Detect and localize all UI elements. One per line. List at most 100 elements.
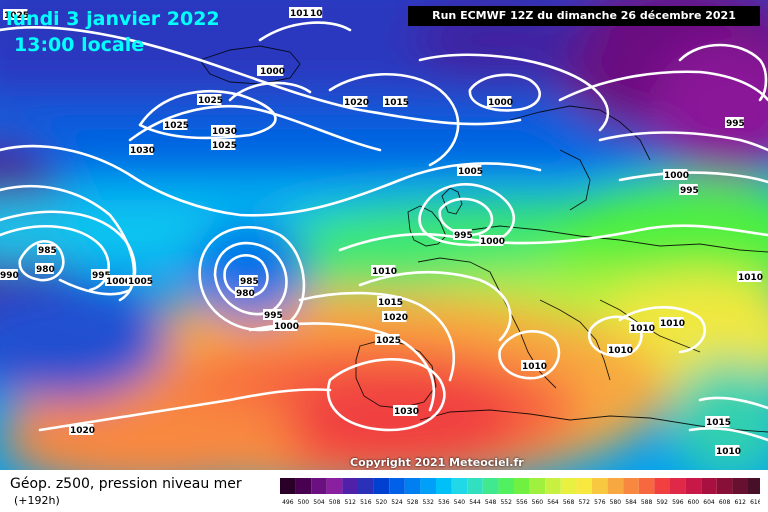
- isobar-label-bg: [382, 311, 407, 322]
- isobar-labels: 1025101010103010251020101510009951025103…: [0, 7, 763, 457]
- isobar-label-bg: [211, 125, 236, 136]
- isobar-label: 1005: [128, 277, 153, 287]
- scale-tick-label: 524: [391, 499, 403, 506]
- forecast-map: 1025101010103010251020101510009951025103…: [0, 0, 768, 470]
- scale-swatch: [670, 478, 686, 494]
- scale-swatch: [482, 478, 499, 494]
- isobar-label-bg: [393, 405, 418, 416]
- lead-time: (+192h): [14, 494, 60, 507]
- isobar-label-bg: [239, 275, 258, 286]
- scale-tick-label: 528: [407, 499, 419, 506]
- forecast-date: lundi 3 janvier 2022: [6, 8, 220, 30]
- isobar-label-bg: [91, 269, 110, 280]
- isobar-label: 1000: [664, 171, 689, 181]
- scale-swatch: [529, 478, 546, 494]
- isobar-label: 10: [310, 9, 323, 19]
- scale-swatch: [358, 478, 374, 494]
- isobar-label: 1030: [394, 407, 419, 417]
- scale-swatch: [685, 478, 702, 494]
- isobar-label-bg: [487, 96, 512, 107]
- isobar-label-bg: [457, 165, 482, 176]
- scale-swatch: [576, 478, 592, 494]
- isobar-label-bg: [69, 424, 94, 435]
- scale-swatch: [389, 478, 405, 494]
- isobar-label-bg: [679, 184, 698, 195]
- scale-swatch: [467, 478, 483, 494]
- isobar-label-bg: [0, 269, 18, 280]
- isobar-label-bg: [259, 65, 284, 76]
- scale-tick-label: 500: [298, 499, 310, 506]
- scale-tick-label: 588: [641, 499, 653, 506]
- scale-swatch: [701, 478, 717, 494]
- isobar-label: 1010: [660, 319, 685, 329]
- isobar-label-bg: [521, 360, 546, 371]
- scale-tick-label: 540: [454, 499, 466, 506]
- isobar-label-bg: [211, 139, 236, 150]
- scale-tick-label: 576: [594, 499, 606, 506]
- isobar-label-bg: [479, 235, 504, 246]
- isobar-label-bg: [235, 287, 254, 298]
- isobar-label: 1025: [164, 121, 189, 131]
- scale-swatch: [436, 478, 452, 494]
- scale-tick-label: 580: [610, 499, 622, 506]
- isobar-label: 1000: [260, 67, 285, 77]
- scale-tick-label: 532: [422, 499, 434, 506]
- scale-swatch: [373, 478, 390, 494]
- isobar-label: 1005: [458, 167, 483, 177]
- isobar-label-bg: [659, 317, 684, 328]
- scale-swatch: [342, 478, 358, 494]
- isobar-label: 980: [36, 265, 55, 275]
- isobar-label: 1010: [372, 267, 397, 277]
- isobar-label: 1030: [130, 146, 155, 156]
- scale-tick-label: 520: [376, 499, 388, 506]
- isobar-label-bg: [127, 275, 152, 286]
- scale-tick-label: 560: [532, 499, 544, 506]
- isobar-label: 1015: [384, 98, 409, 108]
- isobar-label: 985: [38, 246, 57, 256]
- scale-tick-label: 556: [516, 499, 528, 506]
- scale-tick-label: 616: [750, 499, 760, 506]
- isobar-label-bg: [343, 96, 368, 107]
- isobar-label: 1025: [376, 336, 401, 346]
- isobar-label: 985: [240, 277, 259, 287]
- isobar-label: 1015: [706, 418, 731, 428]
- forecast-time: 13:00 locale: [14, 34, 145, 56]
- isobar-label-bg: [309, 7, 323, 18]
- isobar-label: 1000: [488, 98, 513, 108]
- isobar-label: 995: [726, 119, 745, 129]
- isobar-label: 1000: [480, 237, 505, 247]
- scale-swatch: [732, 478, 748, 494]
- scale-swatch: [514, 478, 530, 494]
- scale-tick-label: 512: [344, 499, 356, 506]
- scale-tick-label: 584: [625, 499, 637, 506]
- isobar-label: 1010: [716, 447, 741, 457]
- scale-swatch: [326, 478, 343, 494]
- scale-tick-label: 608: [719, 499, 731, 506]
- isobar-label: 1000: [274, 322, 299, 332]
- scale-swatch: [654, 478, 670, 494]
- isobar-label-bg: [629, 322, 654, 333]
- isobar-label: 1020: [70, 426, 95, 436]
- isobar-label: 1025: [198, 96, 223, 106]
- isobar-label-bg: [737, 271, 762, 282]
- isobar-label: 995: [454, 231, 473, 241]
- scale-tick-label: 596: [672, 499, 684, 506]
- scale-tick-label: 592: [656, 499, 668, 506]
- scale-swatch: [404, 478, 421, 494]
- isobar-label-bg: [3, 9, 28, 20]
- scale-tick-label: 508: [329, 499, 341, 506]
- isobar-label-bg: [163, 119, 188, 130]
- scale-swatch: [451, 478, 468, 494]
- scale-tick-label: 564: [547, 499, 559, 506]
- isobar-label-bg: [105, 275, 130, 286]
- scale-swatch: [311, 478, 327, 494]
- isobar-label-bg: [705, 416, 730, 427]
- isobar-label-bg: [607, 344, 632, 355]
- scale-tick-label: 572: [578, 499, 590, 506]
- isobar-label-bg: [35, 263, 54, 274]
- isobar-label: 1015: [378, 298, 403, 308]
- scale-swatch: [592, 478, 608, 494]
- isobar-label: 1025: [212, 141, 237, 151]
- isobar-label-bg: [371, 265, 396, 276]
